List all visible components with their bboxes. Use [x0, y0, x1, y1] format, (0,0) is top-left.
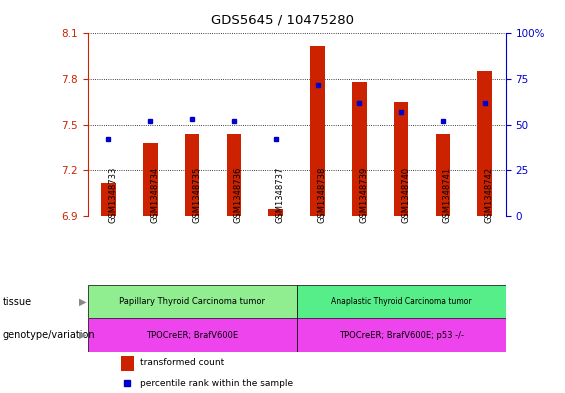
Bar	[477, 72, 492, 216]
Bar	[268, 209, 283, 216]
Text: GSM1348738: GSM1348738	[318, 167, 327, 224]
Bar	[394, 102, 408, 216]
Text: GSM1348736: GSM1348736	[234, 167, 243, 224]
Text: Anaplastic Thyroid Carcinoma tumor: Anaplastic Thyroid Carcinoma tumor	[331, 297, 471, 306]
Text: ▶: ▶	[79, 297, 86, 307]
Text: TPOCreER; BrafV600E; p53 -/-: TPOCreER; BrafV600E; p53 -/-	[338, 331, 464, 340]
Bar	[352, 82, 367, 216]
Text: percentile rank within the sample: percentile rank within the sample	[140, 379, 293, 387]
Text: GSM1348740: GSM1348740	[401, 167, 410, 224]
Bar	[227, 134, 241, 216]
Bar	[88, 318, 297, 352]
Bar	[143, 143, 158, 216]
Bar	[310, 46, 325, 216]
Bar	[185, 134, 199, 216]
Bar	[436, 134, 450, 216]
Text: GSM1348741: GSM1348741	[443, 167, 452, 224]
Text: transformed count: transformed count	[140, 358, 224, 367]
Text: GSM1348742: GSM1348742	[485, 167, 494, 224]
Bar	[101, 183, 116, 216]
Text: Papillary Thyroid Carcinoma tumor: Papillary Thyroid Carcinoma tumor	[119, 297, 265, 306]
Text: GSM1348734: GSM1348734	[150, 167, 159, 224]
Bar	[121, 356, 133, 371]
Bar	[297, 285, 506, 318]
Text: GSM1348733: GSM1348733	[108, 167, 118, 224]
Text: TPOCreER; BrafV600E: TPOCreER; BrafV600E	[146, 331, 238, 340]
Bar	[297, 318, 506, 352]
Text: GSM1348737: GSM1348737	[276, 167, 285, 224]
Text: genotype/variation: genotype/variation	[3, 330, 95, 340]
Text: GDS5645 / 10475280: GDS5645 / 10475280	[211, 14, 354, 27]
Text: tissue: tissue	[3, 297, 32, 307]
Text: ▶: ▶	[79, 330, 86, 340]
Text: GSM1348739: GSM1348739	[359, 167, 368, 224]
Bar	[88, 285, 297, 318]
Text: GSM1348735: GSM1348735	[192, 167, 201, 224]
